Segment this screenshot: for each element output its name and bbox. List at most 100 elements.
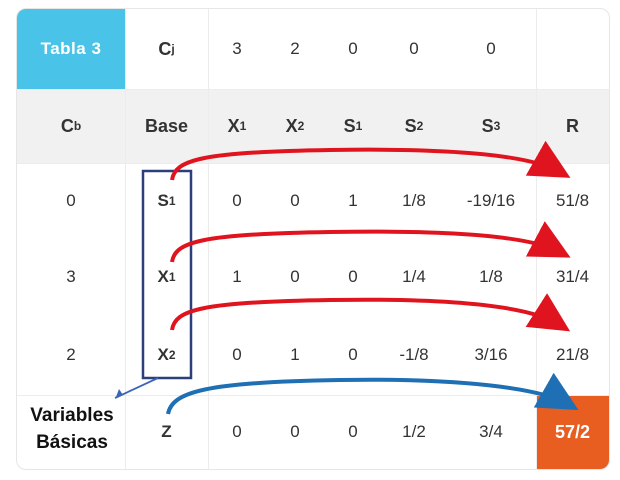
row2-r: 31/4 — [536, 239, 609, 315]
cj-value-1: 3 — [208, 9, 266, 89]
row2-val2: 0 — [266, 239, 324, 315]
cell-value: 0 — [348, 345, 358, 364]
z-val3: 0 — [324, 395, 382, 469]
row1-val2: 0 — [266, 163, 324, 239]
row1-val5: -19/16 — [446, 163, 536, 239]
arrow-red-row3 — [170, 293, 571, 332]
cell-value: 0 — [290, 422, 300, 441]
cell-value: -19/16 — [466, 191, 516, 210]
row3-val3: 0 — [324, 315, 382, 395]
row-divider — [17, 89, 609, 90]
row2-val1: 1 — [208, 239, 266, 315]
cell-value: 0 — [232, 191, 242, 210]
var-header-main: X — [285, 115, 298, 136]
cj-value-text: 0 — [409, 39, 419, 58]
r-value: 31/4 — [555, 267, 590, 286]
cell-value: 0 — [348, 422, 358, 441]
var-header-sub: 3 — [493, 119, 501, 133]
cb-sub: b — [73, 119, 82, 133]
var-header-main: S — [481, 115, 494, 136]
cell-value: 1/2 — [402, 422, 426, 441]
row3-val2: 1 — [266, 315, 324, 395]
basic-variables-label: Variables Básicas — [20, 402, 124, 456]
r-value: 51/8 — [555, 191, 590, 210]
z-row-base: Z — [125, 395, 208, 469]
base-header: Base — [125, 89, 208, 163]
base-var: X — [157, 267, 169, 286]
z-result-value: 57/2 — [554, 421, 591, 442]
z-val2: 0 — [266, 395, 324, 469]
var-header-main: S — [343, 115, 356, 136]
cell-value: 1 — [348, 191, 358, 210]
cj-value-5: 0 — [446, 9, 536, 89]
var-header-sub: 1 — [355, 119, 363, 133]
basis-pointer-head — [116, 389, 123, 397]
cj-value-2: 2 — [266, 9, 324, 89]
row2-val4: 1/4 — [382, 239, 446, 315]
var-header-sub: 1 — [239, 119, 247, 133]
base-label: Base — [144, 115, 189, 136]
row1-val1: 0 — [208, 163, 266, 239]
r-label: R — [566, 115, 579, 136]
cell-value: 0 — [232, 422, 242, 441]
base-var-sub: 1 — [168, 194, 176, 208]
cell-value: 3/16 — [474, 345, 508, 364]
r-header: R — [536, 89, 609, 163]
row2-val3: 0 — [324, 239, 382, 315]
cj-value-text: 2 — [290, 39, 300, 58]
z-val5: 3/4 — [446, 395, 536, 469]
cell-value: 1/4 — [402, 267, 426, 286]
cell-value: 1 — [232, 267, 242, 286]
cell-value: 3/4 — [479, 422, 503, 441]
z-val1: 0 — [208, 395, 266, 469]
row1-val4: 1/8 — [382, 163, 446, 239]
row1-cb: 0 — [17, 163, 125, 239]
cj-value-text: 0 — [348, 39, 358, 58]
cb-value: 3 — [66, 267, 76, 286]
cb-value: 2 — [66, 345, 76, 364]
r-value: 21/8 — [555, 345, 590, 364]
cj-value-4: 0 — [382, 9, 446, 89]
row3-r: 21/8 — [536, 315, 609, 395]
cj-value-text: 0 — [486, 39, 496, 58]
cell-value: 0 — [290, 191, 300, 210]
cell-value: 0 — [290, 267, 300, 286]
basic-variables-line1: Variables — [30, 405, 114, 426]
table-title-text: Tabla 3 — [40, 39, 102, 58]
row3-val5: 3/16 — [446, 315, 536, 395]
row3-val4: -1/8 — [382, 315, 446, 395]
var-header-main: X — [227, 115, 240, 136]
base-var: S — [157, 191, 169, 210]
cell-value: 1/8 — [402, 191, 426, 210]
row-divider — [17, 395, 609, 396]
cj-value-text: 3 — [232, 39, 242, 58]
row3-val1: 0 — [208, 315, 266, 395]
base-var: X — [157, 345, 169, 364]
cb-value: 0 — [66, 191, 76, 210]
base-var-sub: 2 — [168, 348, 176, 362]
row3-cb: 2 — [17, 315, 125, 395]
z-val4: 1/2 — [382, 395, 446, 469]
table-title: Tabla 3 — [17, 9, 125, 89]
cell-value: 1/8 — [479, 267, 503, 286]
cj-value-3: 0 — [324, 9, 382, 89]
cj-label: C — [158, 38, 172, 59]
cell-value: 0 — [232, 345, 242, 364]
var-header-sub: 2 — [297, 119, 305, 133]
cell-value: 0 — [348, 267, 358, 286]
var-header-main: S — [404, 115, 417, 136]
row1-r: 51/8 — [536, 163, 609, 239]
cj-sub: j — [171, 42, 175, 56]
cell-value: 1 — [290, 345, 300, 364]
row1-val3: 1 — [324, 163, 382, 239]
row-divider — [17, 163, 609, 164]
z-label: Z — [161, 422, 172, 441]
col-divider — [125, 9, 126, 469]
